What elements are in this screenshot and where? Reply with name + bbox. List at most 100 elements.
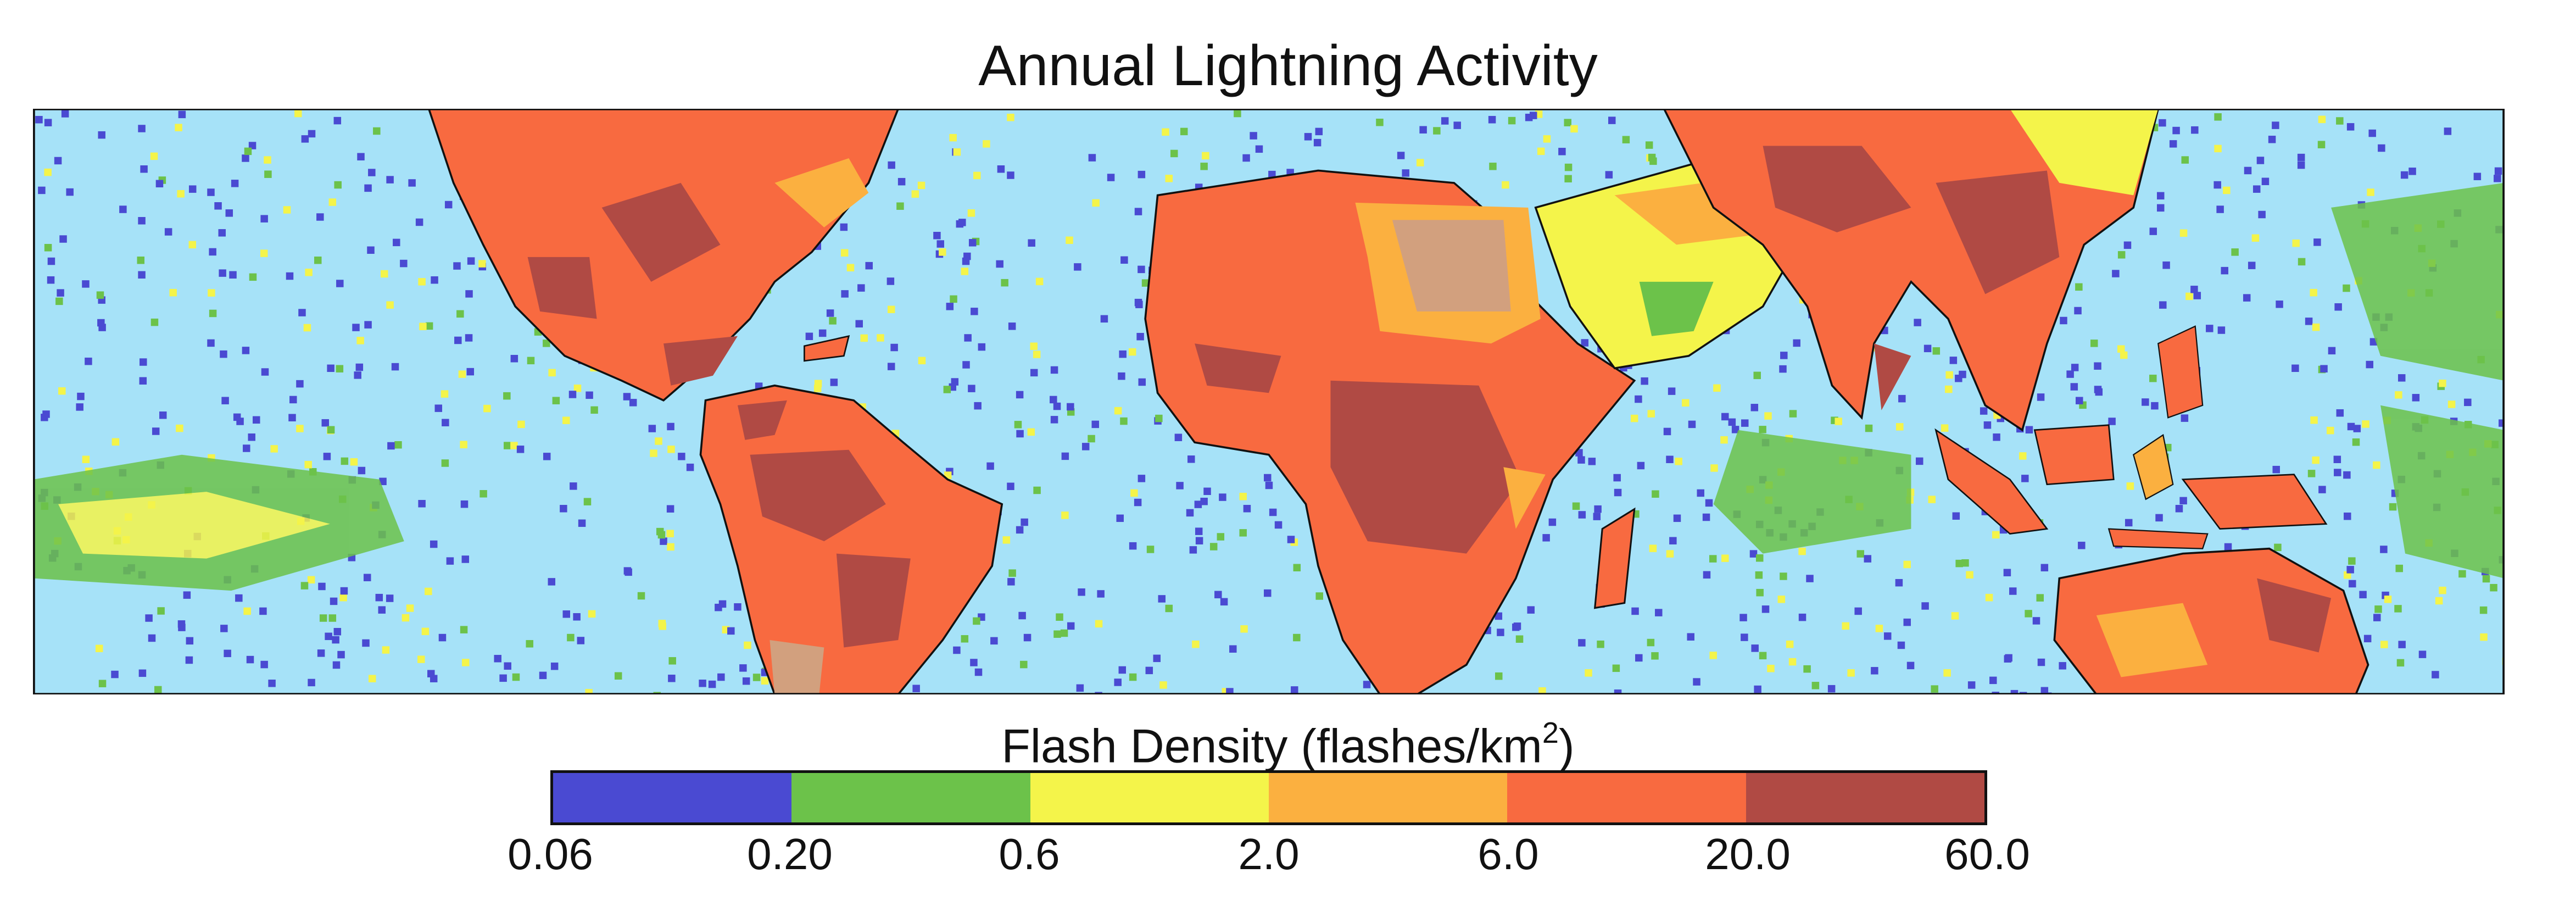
- flash-pixel: [1239, 529, 1247, 537]
- flash-pixel: [2172, 126, 2180, 135]
- flash-pixel: [1129, 542, 1137, 550]
- flash-pixel: [2025, 610, 2032, 618]
- flash-pixel: [1078, 588, 1085, 596]
- flash-pixel: [391, 363, 399, 371]
- flash-pixel: [1945, 371, 1953, 379]
- flash-pixel: [1635, 654, 1643, 662]
- flash-pixel: [666, 530, 674, 537]
- flash-pixel: [137, 256, 145, 264]
- flash-pixel: [1134, 208, 1142, 215]
- flash-pixel: [1002, 536, 1011, 544]
- flash-pixel: [425, 322, 433, 330]
- flash-pixel: [289, 396, 297, 404]
- flash-pixel: [1527, 606, 1535, 614]
- flash-pixel: [159, 411, 167, 419]
- flash-pixel: [229, 271, 237, 279]
- flash-pixel: [2473, 173, 2482, 180]
- flash-pixel: [301, 135, 309, 143]
- flash-pixel: [1074, 263, 1081, 271]
- flash-pixel: [2037, 393, 2045, 401]
- flash-pixel: [1709, 652, 1717, 659]
- flash-pixel: [1789, 410, 1797, 418]
- flash-pixel: [1441, 117, 1449, 125]
- flash-pixel: [1687, 633, 1694, 641]
- flash-pixel: [1649, 157, 1657, 165]
- flash-pixel: [364, 184, 372, 192]
- flash-pixel: [2408, 168, 2416, 175]
- flash-pixel: [1203, 487, 1211, 496]
- flash-pixel: [1050, 416, 1058, 424]
- flash-pixel: [1955, 559, 1963, 568]
- flash-pixel: [44, 244, 52, 252]
- flash-pixel: [857, 284, 865, 292]
- flash-pixel: [1961, 559, 1969, 567]
- flash-pixel: [337, 650, 345, 659]
- flash-pixel: [887, 305, 895, 313]
- flash-pixel: [286, 272, 294, 280]
- flash-pixel: [841, 290, 849, 298]
- flash-pixel: [1255, 145, 1263, 153]
- flash-pixel: [1269, 508, 1277, 516]
- flash-pixel: [1515, 635, 1524, 643]
- flash-pixel: [2373, 614, 2381, 621]
- flash-pixel: [656, 527, 664, 536]
- flash-pixel: [323, 453, 331, 460]
- flash-pixel: [2395, 391, 2402, 399]
- flash-pixel: [421, 627, 430, 636]
- flash-pixel: [1903, 560, 1911, 569]
- flash-pixel: [207, 188, 215, 196]
- madagascar-landmass: [1593, 507, 1636, 609]
- flash-pixel: [512, 673, 520, 681]
- flash-pixel: [2389, 503, 2397, 511]
- flash-pixel: [442, 419, 449, 426]
- flash-pixel: [805, 332, 813, 341]
- colorbar-segment-2: [1030, 773, 1269, 822]
- flash-pixel: [1630, 414, 1638, 422]
- flash-pixel: [667, 446, 675, 453]
- flash-pixel: [379, 477, 387, 486]
- flash-pixel: [260, 660, 268, 669]
- flash-pixel: [983, 140, 990, 148]
- flash-pixel: [2075, 283, 2083, 291]
- flash-pixel: [996, 260, 1003, 268]
- flash-pixel: [2292, 239, 2300, 247]
- flash-pixel: [2120, 351, 2128, 359]
- flash-pixel: [2378, 144, 2385, 152]
- flash-pixel: [259, 607, 267, 615]
- flash-pixel: [1759, 652, 1767, 660]
- colorbar-segment-4: [1507, 773, 1746, 822]
- flash-pixel: [218, 229, 226, 237]
- flash-pixel: [2432, 671, 2439, 678]
- flash-pixel: [2373, 461, 2380, 469]
- flash-pixel: [2217, 326, 2226, 334]
- map-title: Annual Lightning Activity: [978, 34, 1598, 98]
- flash-pixel: [562, 610, 570, 618]
- flash-pixel: [418, 278, 426, 286]
- flash-pixel: [2363, 635, 2372, 643]
- flash-pixel: [1537, 147, 1545, 155]
- flash-pixel: [1983, 421, 1992, 429]
- flash-pixel: [431, 276, 438, 284]
- flash-pixel: [1363, 681, 1371, 688]
- flash-pixel: [974, 668, 983, 676]
- flash-pixel: [76, 403, 83, 411]
- flash-pixel: [1189, 546, 1197, 554]
- flash-pixel: [637, 592, 645, 600]
- flash-pixel: [1703, 571, 1711, 579]
- flash-pixel: [185, 656, 193, 664]
- flash-pixel: [1647, 410, 1655, 418]
- flash-pixel: [1914, 319, 1921, 326]
- flash-pixel: [1875, 625, 1883, 632]
- flash-pixel: [718, 600, 727, 608]
- flash-pixel: [2343, 284, 2350, 292]
- flash-pixel: [655, 437, 662, 445]
- flash-pixel: [1162, 128, 1169, 136]
- flash-pixel: [2297, 161, 2305, 169]
- flash-pixel: [614, 672, 622, 680]
- flash-pixel: [85, 357, 92, 365]
- flash-pixel: [243, 607, 251, 615]
- flash-pixel: [1945, 385, 1953, 393]
- flash-pixel: [1433, 127, 1441, 135]
- flash-pixel: [840, 249, 849, 257]
- flash-pixel: [2328, 347, 2336, 355]
